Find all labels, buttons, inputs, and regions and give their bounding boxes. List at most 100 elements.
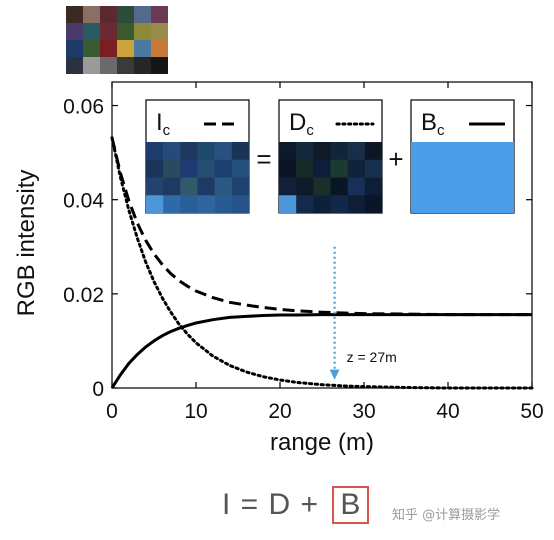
legend-panels: Ic Dc Bc = + <box>145 99 515 214</box>
legend-patch-cell <box>214 159 233 178</box>
legend-patch-cell <box>296 159 314 178</box>
legend-patch-cell <box>146 159 164 178</box>
y-tick-label: 0.04 <box>63 190 104 213</box>
legend-panel-i: Ic <box>145 99 250 214</box>
legend-symbol-subscript: c <box>163 122 171 139</box>
annotation-arrow-head <box>329 369 340 380</box>
legend-patch-cell <box>364 195 383 214</box>
legend-patch-cell <box>279 142 297 161</box>
legend-patch-cell <box>364 159 383 178</box>
legend-patch-cell <box>197 195 215 214</box>
legend-patch-cell <box>347 142 366 161</box>
equation: I = D + B <box>222 486 370 524</box>
x-axis-label: range (m) <box>270 429 374 456</box>
legend-panel-b: Bc <box>410 99 515 214</box>
palette-cell <box>134 40 151 57</box>
legend-patch-cell <box>330 177 348 196</box>
plot-axes <box>111 81 533 389</box>
watermark: 知乎 @计算摄影学 <box>392 508 501 523</box>
annotation-label: z = 27m <box>347 349 397 365</box>
palette-cell <box>66 40 83 57</box>
legend-symbol-subscript: c <box>437 122 445 139</box>
palette-cell <box>66 6 83 23</box>
palette-cell <box>83 23 100 40</box>
legend-patch-cell <box>197 142 215 161</box>
palette-cell <box>134 57 151 74</box>
legend-patch-cell <box>163 195 181 214</box>
palette-cell <box>117 40 134 57</box>
x-tick-label: 30 <box>352 400 375 423</box>
y-tick-label: 0.02 <box>63 284 104 307</box>
legend-patch-cell <box>347 195 366 214</box>
palette-cell <box>66 23 83 40</box>
legend-patch-cell <box>313 177 331 196</box>
palette-cell <box>117 23 134 40</box>
palette-cell <box>83 6 100 23</box>
palette-cell <box>100 23 117 40</box>
legend-patch-cell <box>231 195 250 214</box>
legend-panel-d: Dc <box>278 99 383 214</box>
equation-boxed-term: B <box>332 486 370 524</box>
legend-patch-cell <box>330 159 348 178</box>
series-line-dc <box>110 136 534 390</box>
legend-operator: + <box>388 144 403 174</box>
legend-patch-cell <box>214 177 233 196</box>
palette-cell <box>83 40 100 57</box>
x-tick-label: 50 <box>520 400 543 423</box>
legend-operator: = <box>256 144 271 174</box>
legend-patch-cell <box>330 142 348 161</box>
legend-symbol-subscript: c <box>306 122 314 139</box>
legend-patch-cell <box>296 142 314 161</box>
palette-cell <box>134 23 151 40</box>
legend-patch-cell <box>296 195 314 214</box>
palette-cell <box>134 6 151 23</box>
palette-cell <box>100 57 117 74</box>
x-tick-label: 10 <box>184 400 207 423</box>
palette-cell <box>100 6 117 23</box>
legend-patch-cell <box>163 177 181 196</box>
legend-patch-cell <box>163 142 181 161</box>
x-tick-label: 20 <box>268 400 291 423</box>
legend-patch-cell <box>347 159 366 178</box>
y-axis-label: RGB intensity <box>13 170 40 317</box>
palette-cell <box>151 57 168 74</box>
palette-cell <box>66 57 83 74</box>
plot-frame <box>111 81 533 389</box>
palette-cell <box>151 6 168 23</box>
legend-patch-cell <box>347 177 366 196</box>
color-palette-swatch <box>66 6 168 74</box>
legend-patch-cell <box>197 159 215 178</box>
legend-patch-cell <box>330 195 348 214</box>
legend-patch-cell <box>214 142 233 161</box>
axis-ticks: 0 10 20 30 40 50 0 0.02 0.04 0.06 <box>63 82 544 423</box>
legend-patch-cell <box>146 177 164 196</box>
palette-cell <box>100 40 117 57</box>
legend-patch-cell <box>231 177 250 196</box>
equation-text: I = D + <box>222 488 329 521</box>
legend-patch-solid <box>411 142 514 213</box>
legend-patch-cell <box>313 195 331 214</box>
legend-patch-cell <box>146 142 164 161</box>
legend-patch-cell <box>279 195 297 214</box>
y-tick-label: 0 <box>92 378 104 401</box>
palette-cell <box>151 40 168 57</box>
palette-cell <box>151 23 168 40</box>
legend-patch-cell <box>180 142 198 161</box>
legend-patch-cell <box>146 195 164 214</box>
legend-patch-cell <box>197 177 215 196</box>
y-tick-label: 0.06 <box>63 96 104 119</box>
palette-cell <box>117 57 134 74</box>
x-tick-label: 0 <box>106 400 118 423</box>
legend-patch-cell <box>364 177 383 196</box>
palette-cell <box>83 57 100 74</box>
legend-patch-cell <box>296 177 314 196</box>
series-layer <box>110 136 534 390</box>
legend-patch-cell <box>279 159 297 178</box>
series-line-bc <box>110 313 532 389</box>
legend-patch-cell <box>313 142 331 161</box>
range-annotation: z = 27m <box>329 246 397 380</box>
x-tick-label: 40 <box>436 400 459 423</box>
legend-patch-cell <box>180 177 198 196</box>
legend-patch-cell <box>313 159 331 178</box>
